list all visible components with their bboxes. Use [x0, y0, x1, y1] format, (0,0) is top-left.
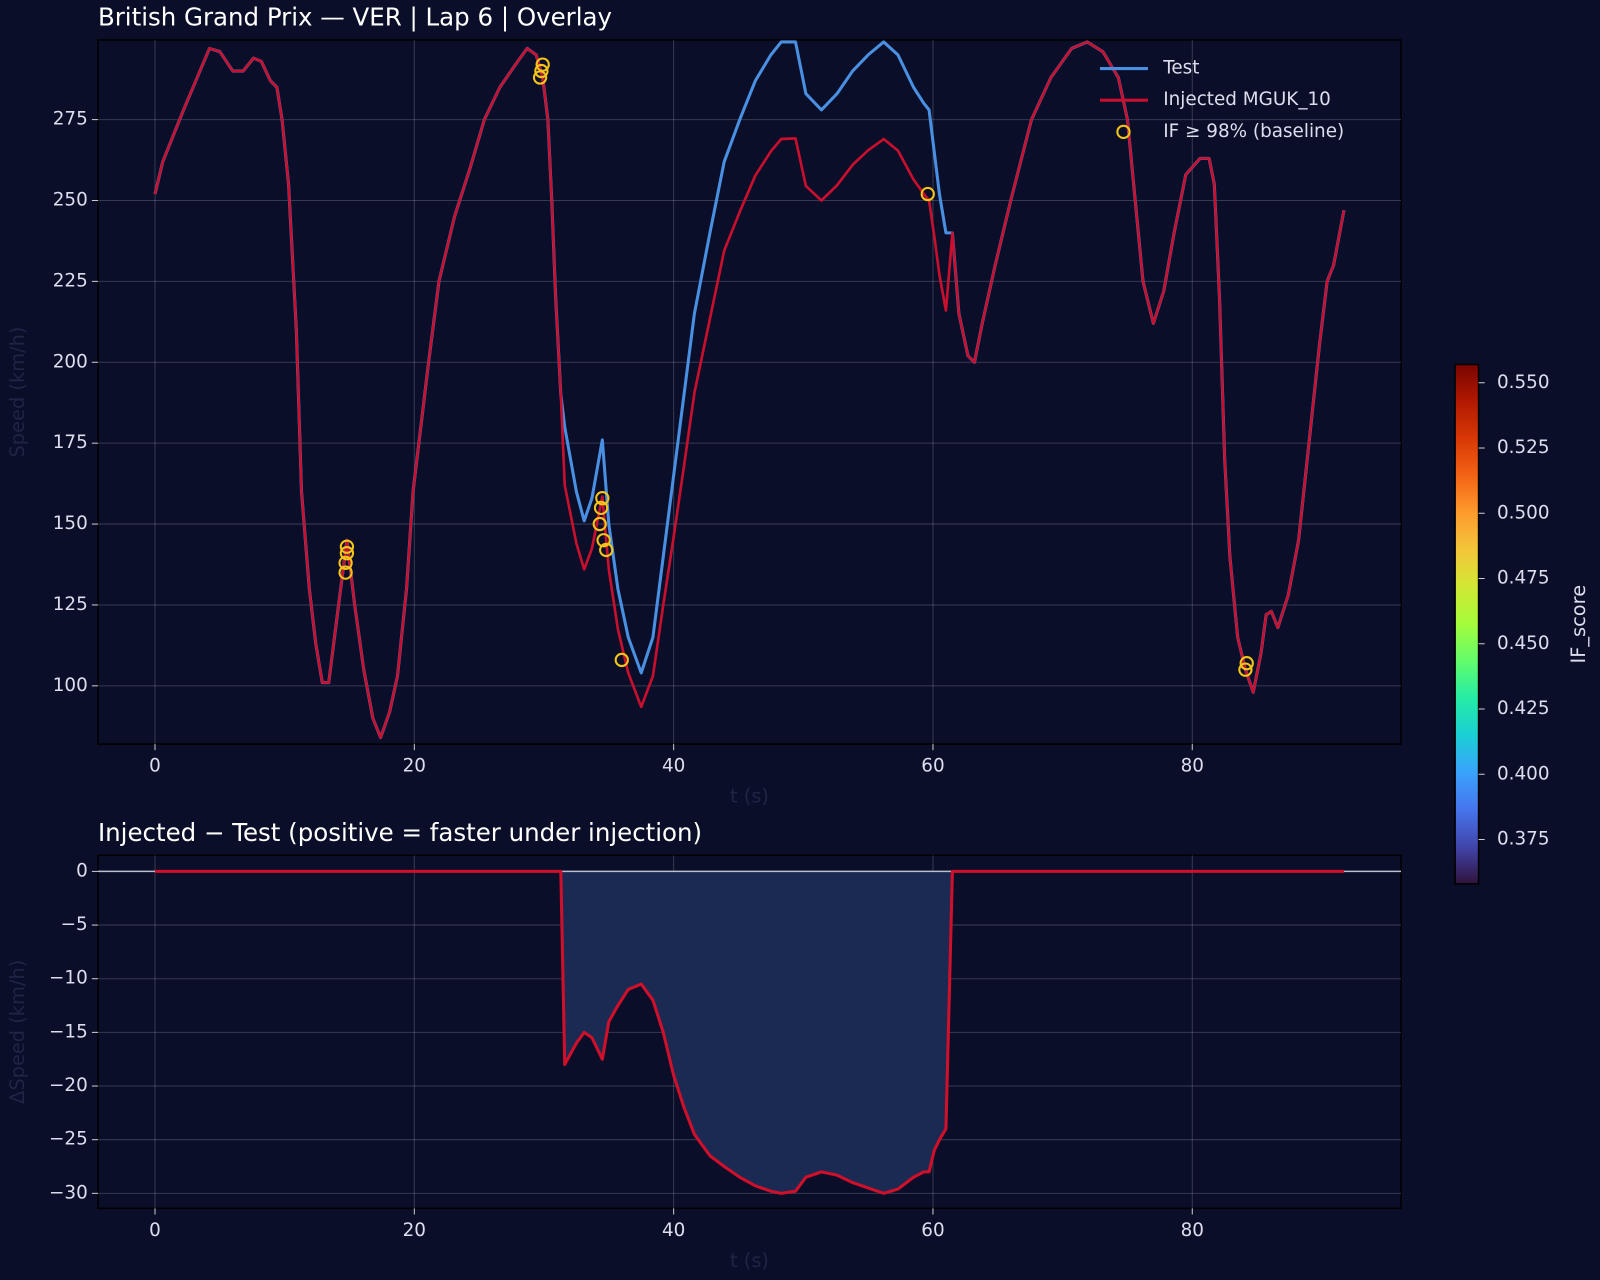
legend-label: IF ≥ 98% (baseline) [1163, 121, 1344, 142]
y-tick-label: 150 [53, 513, 88, 534]
x-tick-label: 0 [149, 1220, 161, 1241]
y-tick-label: −25 [49, 1129, 88, 1150]
colorbar-label: IF_score [1567, 585, 1590, 664]
x-tick-label: 40 [662, 756, 685, 777]
y-tick-label: −15 [49, 1021, 88, 1042]
x-axis-label: t (s) [730, 785, 769, 808]
colorbar-tick-label: 0.425 [1497, 698, 1550, 719]
y-tick-label: −20 [49, 1075, 88, 1096]
plot-area [97, 39, 1402, 745]
y-tick-label: 225 [53, 270, 88, 291]
series-line [153, 40, 1346, 739]
x-axis-label: t (s) [730, 1249, 769, 1272]
x-tick-label: 60 [921, 756, 944, 777]
anomaly-point [535, 57, 550, 72]
anomaly-point [1239, 656, 1254, 671]
y-axis-label: ΔSpeed (km/h) [6, 960, 29, 1104]
colorbar [1454, 363, 1480, 885]
anomaly-point [596, 533, 611, 548]
x-tick-label: 80 [1181, 756, 1204, 777]
x-tick-label: 0 [149, 756, 161, 777]
y-tick-label: 125 [53, 594, 88, 615]
anomaly-point [338, 565, 353, 580]
y-axis-label: Speed (km/h) [6, 327, 29, 458]
y-tick-label: 0 [76, 860, 88, 881]
colorbar-tick-label: 0.525 [1497, 437, 1550, 458]
colorbar-tick-label: 0.450 [1497, 633, 1550, 654]
anomaly-point [595, 491, 610, 506]
y-tick-label: 100 [53, 675, 88, 696]
anomaly-point [592, 516, 607, 532]
anomaly-point [614, 652, 629, 668]
anomaly-point [1238, 662, 1253, 677]
y-tick-label: 275 [53, 109, 88, 130]
y-tick-label: 175 [53, 432, 88, 453]
y-tick-label: −10 [49, 968, 88, 989]
anomaly-point [599, 542, 614, 558]
y-tick-label: 200 [53, 351, 88, 372]
anomaly-point [593, 500, 609, 516]
y-tick-label: −5 [61, 914, 88, 935]
delta-line [155, 869, 1344, 1195]
anomaly-point [920, 186, 935, 202]
anomaly-point [338, 555, 353, 571]
colorbar-tick-label: 0.375 [1497, 829, 1550, 850]
x-tick-label: 80 [1181, 1220, 1204, 1241]
colorbar-tick-label: 0.550 [1497, 372, 1550, 393]
legend-label: Test [1162, 58, 1199, 79]
x-tick-label: 20 [403, 1220, 426, 1241]
x-tick-label: 40 [662, 1220, 685, 1241]
colorbar-tick-label: 0.475 [1497, 568, 1550, 589]
colorbar-tick-label: 0.500 [1497, 502, 1550, 523]
x-tick-label: 60 [921, 1220, 944, 1241]
chart-title: Injected − Test (positive = faster under… [98, 818, 702, 847]
anomaly-point [339, 539, 355, 554]
anomaly-point [534, 63, 549, 79]
area-fill [155, 871, 1344, 1194]
legend-swatch [1116, 124, 1131, 139]
anomaly-point [532, 70, 548, 85]
x-tick-label: 20 [403, 756, 426, 777]
colorbar-tick-label: 0.400 [1497, 763, 1550, 784]
legend-label: Injected MGUK_10 [1163, 89, 1331, 110]
anomaly-point [339, 546, 355, 561]
chart-title: British Grand Prix — VER | Lap 6 | Overl… [98, 3, 612, 32]
y-tick-label: −30 [49, 1182, 88, 1203]
y-tick-label: 250 [53, 189, 88, 210]
